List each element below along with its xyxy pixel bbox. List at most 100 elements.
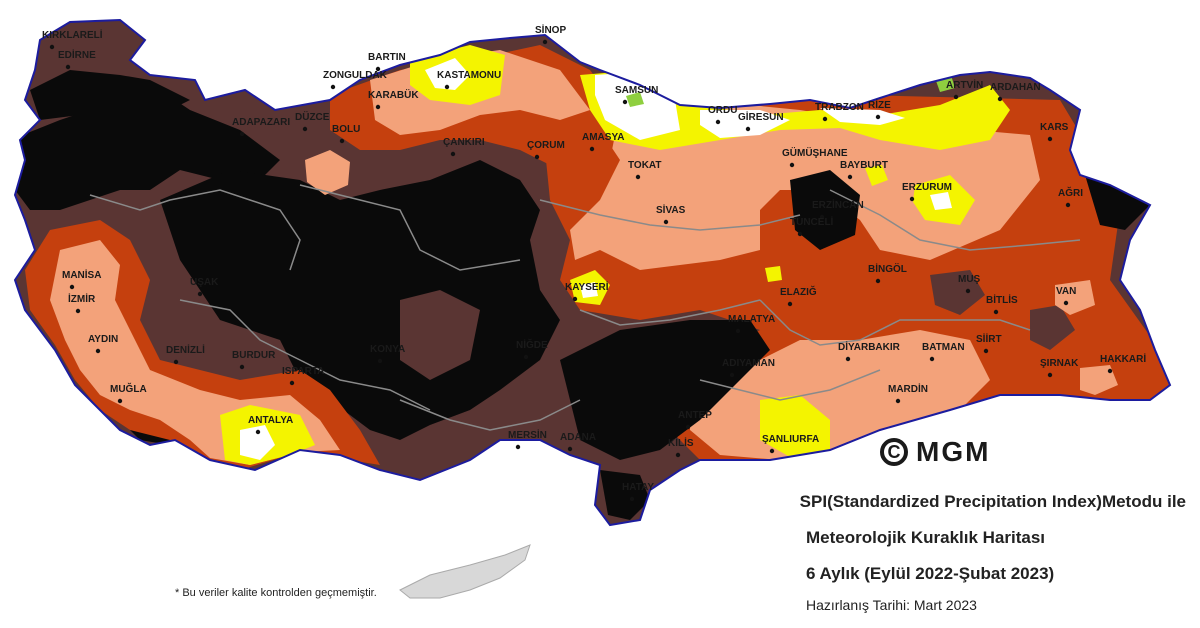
zone-thrace-extreme <box>30 70 190 120</box>
city-name: ADAPAZARI <box>232 117 290 128</box>
city-dot <box>289 380 295 386</box>
city-label: ADANA <box>560 432 596 452</box>
city-label: BURDUR <box>232 350 276 370</box>
city-label: HATAY <box>622 482 654 502</box>
city-name: BİNGÖL <box>868 262 907 275</box>
province-borders <box>89 184 1081 431</box>
city-dot <box>997 96 1003 102</box>
city-dot <box>797 231 803 237</box>
zone-hatay-extreme <box>600 470 650 520</box>
city-name: ELAZIĞ <box>780 285 817 298</box>
city-label: KONYA <box>370 344 405 364</box>
city-dot <box>715 119 721 125</box>
city-name: TOKAT <box>628 160 662 171</box>
city-dot <box>49 44 55 50</box>
city-label: BARTIN <box>368 52 406 72</box>
region-border-line <box>399 399 581 431</box>
city-label: KASTAMONU <box>437 70 501 90</box>
city-dot <box>1047 372 1053 378</box>
city-name: MUŞ <box>958 274 981 285</box>
city-label: ORDU <box>708 105 737 125</box>
city-label: NİĞDE <box>516 338 548 360</box>
city-label: MANİSA <box>62 268 101 290</box>
city-name: AMASYA <box>582 132 624 143</box>
city-label: BİTLİS <box>986 293 1018 315</box>
city-dot <box>173 359 179 365</box>
city-dot <box>735 328 741 334</box>
city-name: UŞAK <box>190 277 219 288</box>
city-name: MERSİN <box>508 428 547 441</box>
city-name: KASTAMONU <box>437 70 501 81</box>
city-name: BOLU <box>332 124 360 135</box>
city-dot <box>685 424 691 430</box>
zone-mus-severe <box>930 270 985 315</box>
region-border-line <box>699 369 881 401</box>
city-label: ISPARTA <box>282 366 324 386</box>
city-label: MALATYA <box>728 314 775 334</box>
city-dot <box>847 174 853 180</box>
city-dot <box>375 104 381 110</box>
map-title: SPI(Standardized Precipitation Index)Met… <box>799 492 1186 511</box>
city-label: TOKAT <box>628 160 662 180</box>
city-dot <box>729 372 735 378</box>
city-name: İZMİR <box>68 292 96 305</box>
city-name: ÇANKIRI <box>443 137 485 148</box>
city-label: AYDIN <box>88 334 118 354</box>
city-name: MANİSA <box>62 268 101 281</box>
region-border-line <box>829 189 1081 251</box>
city-label: MUŞ <box>958 274 981 294</box>
city-dot <box>589 146 595 152</box>
city-name: MALATYA <box>728 314 775 325</box>
city-dot <box>330 84 336 90</box>
zone-antalya-normal <box>240 425 275 460</box>
region-border-line <box>299 184 521 271</box>
city-name: KİLİS <box>668 436 694 449</box>
city-name: TUNCELİ <box>790 215 834 228</box>
city-dot <box>197 291 203 297</box>
city-dot <box>542 39 548 45</box>
city-dot <box>239 131 245 137</box>
city-name: BATMAN <box>922 342 965 353</box>
city-label: UŞAK <box>190 277 219 297</box>
city-name: BAYBURT <box>840 160 888 171</box>
city-name: AĞRI <box>1058 186 1083 199</box>
city-name: ARTVİN <box>946 78 983 91</box>
city-dot <box>572 296 578 302</box>
zone-kars-light <box>1055 280 1095 315</box>
city-dot <box>65 64 71 70</box>
city-label: KİLİS <box>668 436 694 458</box>
city-dot <box>983 348 989 354</box>
city-label: ZONGULDAK <box>323 70 388 90</box>
city-label: MUĞLA <box>110 382 147 404</box>
zone-samsun-green <box>626 92 644 107</box>
city-name: SİNOP <box>535 23 566 36</box>
city-label: KAYSERİ <box>565 280 609 302</box>
city-label: ADIYAMAN <box>722 358 775 378</box>
city-name: RİZE <box>868 98 891 111</box>
city-name: ANTEP <box>678 410 712 421</box>
city-name: ADANA <box>560 432 596 443</box>
city-label: DENİZLİ <box>166 343 205 365</box>
city-dot <box>635 174 641 180</box>
city-label: KARS <box>1040 122 1069 142</box>
city-label: BİNGÖL <box>868 262 907 284</box>
city-label: ARTVİN <box>946 78 983 100</box>
city-label: AMASYA <box>582 132 624 152</box>
copyright-icon: C <box>880 438 908 466</box>
city-dot <box>675 452 681 458</box>
city-dot <box>1063 300 1069 306</box>
region-border-line <box>759 299 1031 346</box>
city-name: ISPARTA <box>282 366 324 377</box>
zone-erzurum-normal <box>930 192 952 210</box>
city-name: SAMSUN <box>615 85 658 96</box>
city-name: ADIYAMAN <box>722 358 775 369</box>
city-dot <box>953 94 959 100</box>
city-name: MARDİN <box>888 382 928 395</box>
city-name: SİVAS <box>656 203 686 216</box>
city-name: SİİRT <box>976 332 1002 345</box>
city-name: BİTLİS <box>986 293 1018 306</box>
prepared-date: Hazırlanış Tarihi: Mart 2023 <box>806 597 977 613</box>
city-name: ÇORUM <box>527 140 565 151</box>
city-label: BAYBURT <box>840 160 888 180</box>
city-dot <box>239 364 245 370</box>
